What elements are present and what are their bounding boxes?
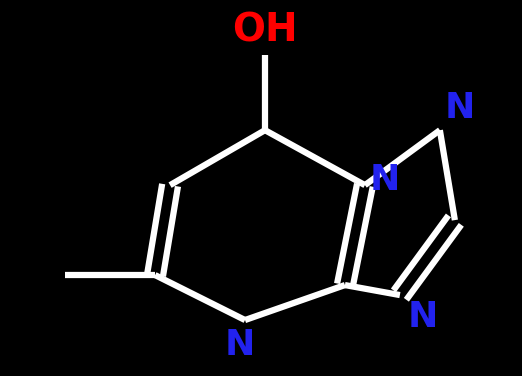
- Text: N: N: [370, 163, 400, 197]
- Text: N: N: [445, 91, 475, 125]
- Text: N: N: [408, 300, 438, 334]
- Text: N: N: [225, 328, 255, 362]
- Text: OH: OH: [232, 11, 298, 49]
